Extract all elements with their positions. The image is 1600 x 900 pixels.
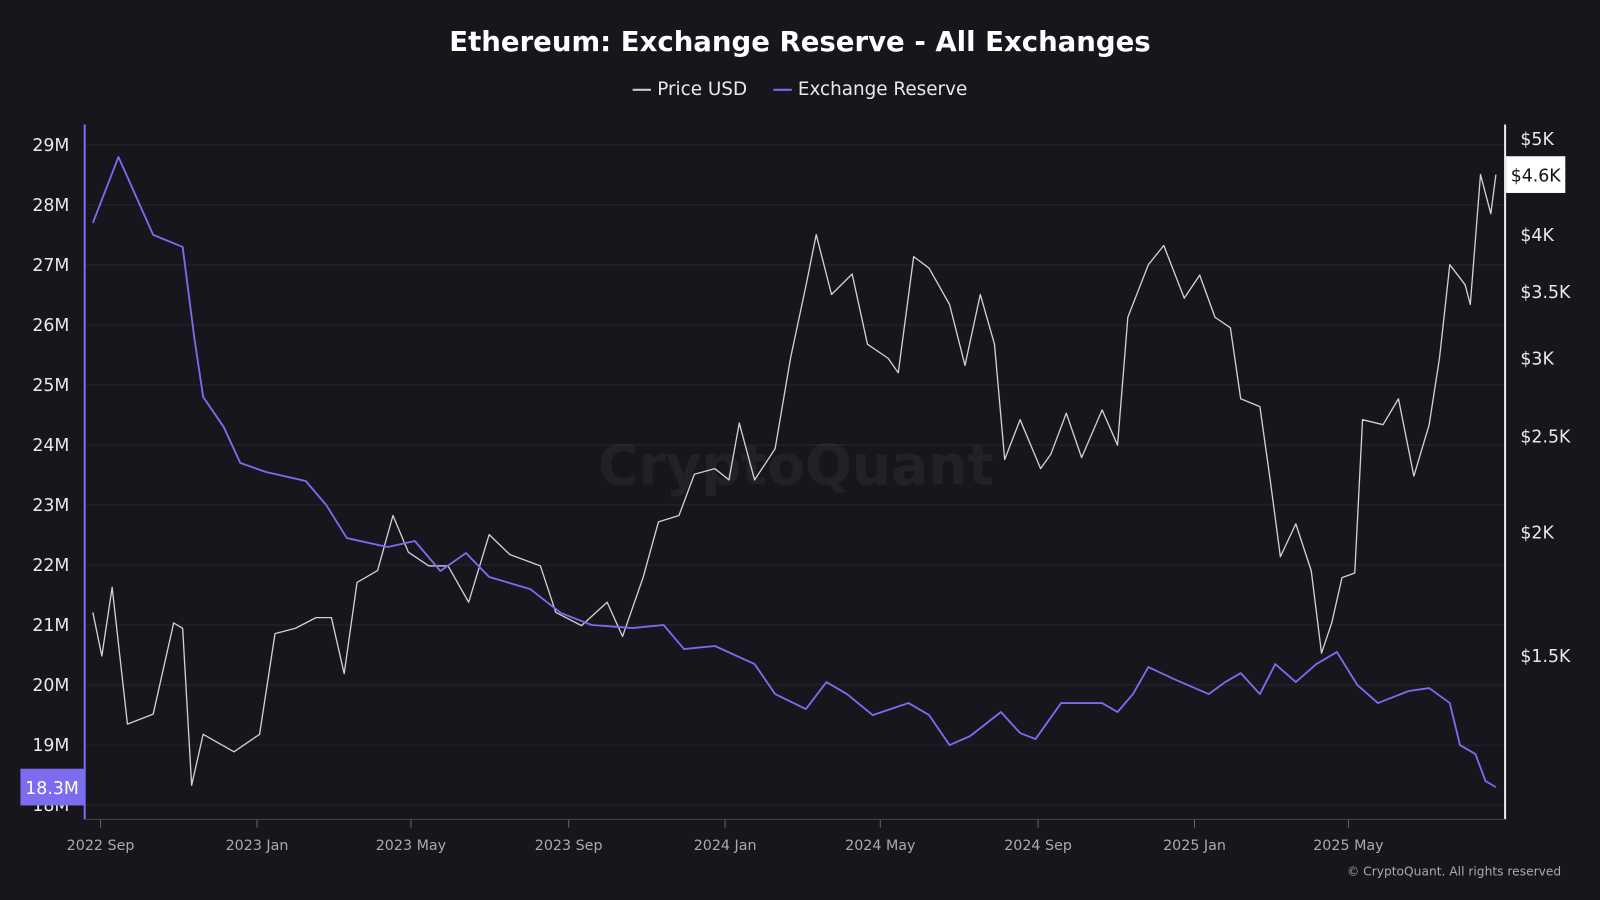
x-tick-label: 2024 May	[845, 838, 916, 854]
right-tick-label: $3.5K	[1520, 283, 1571, 303]
left-tick-label: 27M	[32, 256, 69, 276]
left-tick-label: 20M	[32, 676, 69, 696]
x-tick-label: 2025 Jan	[1163, 838, 1226, 854]
reserve-line	[92, 156, 1497, 788]
x-tick-label: 2023 Sep	[535, 838, 603, 854]
copyright: © CryptoQuant. All rights reserved	[1347, 864, 1562, 879]
x-tick-label: 2024 Sep	[1004, 838, 1072, 854]
current-reserve-badge	[20, 768, 85, 806]
x-tick-label: 2025 May	[1313, 838, 1384, 854]
right-tick-label: $4K	[1520, 226, 1554, 246]
x-tick-label: 2023 May	[376, 838, 447, 854]
legend-item-price[interactable]: Price USD	[632, 78, 748, 100]
current-price-badge	[1506, 156, 1566, 193]
current-price-label: $4.6K	[1511, 167, 1562, 187]
current-reserve-label: 18.3M	[25, 779, 79, 799]
left-tick-label: 24M	[32, 436, 69, 456]
x-tick-label: 2023 Jan	[226, 838, 289, 854]
watermark: CryptoQuant	[598, 434, 994, 498]
legend-label-price: Price USD	[657, 78, 748, 100]
price-line	[92, 173, 1497, 786]
legend-swatch-price	[632, 88, 652, 91]
legend-item-reserve[interactable]: Exchange Reserve	[773, 79, 967, 100]
left-tick-label: 23M	[32, 496, 69, 516]
legend-swatch-reserve	[773, 88, 792, 91]
left-tick-label: 26M	[32, 316, 69, 336]
legend: Price USD Exchange Reserve	[0, 79, 1600, 100]
left-tick-label: 22M	[32, 556, 69, 576]
left-tick-label: 21M	[32, 616, 69, 636]
right-tick-label: $5K	[1520, 130, 1554, 150]
chart-title: Ethereum: Exchange Reserve - All Exchang…	[449, 26, 1151, 59]
right-tick-label: $3K	[1520, 349, 1554, 369]
x-tick-label: 2022 Sep	[67, 838, 135, 854]
left-tick-label: 25M	[32, 376, 69, 396]
left-tick-label: 19M	[32, 736, 69, 756]
legend-label-reserve: Exchange Reserve	[797, 78, 968, 100]
left-tick-label: 28M	[32, 196, 69, 216]
x-tick-label: 2024 Jan	[694, 838, 757, 854]
left-tick-label: 29M	[32, 136, 69, 156]
right-tick-label: $1.5K	[1520, 647, 1571, 667]
right-tick-label: $2K	[1520, 524, 1554, 544]
right-tick-label: $2.5K	[1520, 428, 1571, 448]
